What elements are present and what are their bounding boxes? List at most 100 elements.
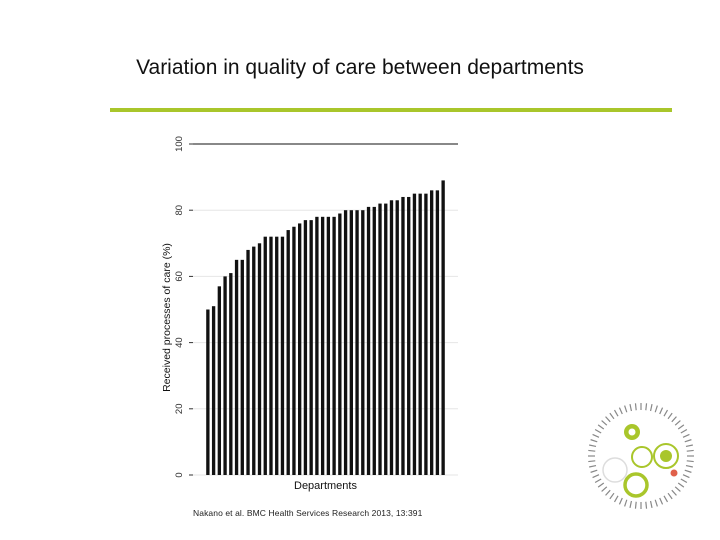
y-tick-label: 60 xyxy=(174,271,185,282)
bar xyxy=(246,249,250,475)
logo-tick xyxy=(589,464,597,468)
logo-tick xyxy=(634,501,637,509)
logo-tick xyxy=(592,433,600,438)
logo-tick xyxy=(654,499,658,507)
logo-tick xyxy=(609,492,615,500)
logo-tick xyxy=(605,489,611,496)
bar xyxy=(229,273,233,475)
logo-circle xyxy=(623,472,649,498)
logo-tick xyxy=(645,403,648,411)
gridlines xyxy=(193,143,458,476)
logo-tick xyxy=(594,478,602,484)
bar xyxy=(412,193,417,475)
bar xyxy=(441,180,445,475)
circles-logo-icon xyxy=(588,403,694,509)
bar xyxy=(240,259,244,475)
logo-circle xyxy=(602,457,628,483)
logo-tick xyxy=(624,405,628,413)
logo-circle xyxy=(653,443,679,469)
logo-tick xyxy=(649,500,653,508)
bar xyxy=(309,220,313,475)
bar xyxy=(315,216,319,475)
bar xyxy=(280,236,285,475)
logo-tick xyxy=(601,420,608,426)
y-tick-label: 80 xyxy=(174,205,185,216)
bar xyxy=(424,193,428,475)
title-underline xyxy=(110,108,672,112)
logo-tick xyxy=(624,499,628,507)
y-axis-label: Received processes of care (%) xyxy=(161,243,173,392)
bar xyxy=(384,203,388,475)
bar xyxy=(320,216,325,475)
logo-tick xyxy=(590,469,598,473)
logo-tick xyxy=(667,412,673,420)
bar xyxy=(303,220,308,475)
logo-tick xyxy=(613,409,619,417)
bar xyxy=(234,259,239,475)
logo-tick xyxy=(613,495,619,503)
logo-tick xyxy=(686,449,694,452)
logo-tick xyxy=(684,469,692,473)
y-tick-labels: 0 20 40 60 80 100 xyxy=(174,136,193,478)
logo-tick xyxy=(685,444,693,448)
bar xyxy=(217,286,222,475)
bar xyxy=(326,216,331,475)
logo-dot xyxy=(670,469,678,477)
logo-tick xyxy=(588,449,596,452)
logo-tick xyxy=(684,439,692,443)
logo-tick xyxy=(667,492,673,500)
logo-circle xyxy=(628,428,636,436)
bar xyxy=(378,203,382,475)
logo-tick xyxy=(645,501,648,509)
citation: Nakano et al. BMC Health Services Resear… xyxy=(193,508,423,518)
bar xyxy=(401,196,405,475)
bar xyxy=(286,230,290,475)
logo-tick xyxy=(682,474,690,479)
bar xyxy=(366,206,371,475)
bars xyxy=(206,180,445,475)
bar xyxy=(275,236,279,475)
logo-tick xyxy=(588,460,596,463)
logo-tick xyxy=(671,416,677,423)
logo-circle xyxy=(660,450,672,462)
bar xyxy=(435,190,440,475)
logo-tick xyxy=(629,500,633,508)
logo-tick xyxy=(659,497,664,505)
bar xyxy=(292,226,296,475)
logo-circle xyxy=(631,446,653,468)
slide-title: Variation in quality of care between dep… xyxy=(136,56,584,79)
logo-tick xyxy=(686,460,694,463)
logo-tick xyxy=(671,489,677,496)
logo-tick xyxy=(634,403,637,411)
logo-tick xyxy=(685,464,693,468)
bar xyxy=(407,196,411,475)
bar xyxy=(252,246,256,475)
logo-tick xyxy=(663,409,669,417)
y-tick-label: 40 xyxy=(174,337,185,348)
logo-tick xyxy=(597,424,605,430)
bar xyxy=(211,306,216,475)
bar-chart: 0 20 40 60 80 100 Received processes of care … xyxy=(161,136,458,492)
bar xyxy=(355,210,359,475)
y-tick-label: 20 xyxy=(174,404,185,415)
logo-tick xyxy=(589,444,597,448)
logo-tick xyxy=(592,474,600,479)
bar xyxy=(257,243,262,475)
logo-tick xyxy=(605,416,611,423)
bar xyxy=(206,309,210,475)
logo-tick xyxy=(629,404,633,412)
y-tick-label: 0 xyxy=(174,472,185,477)
logo-tick xyxy=(674,486,681,492)
bar xyxy=(349,210,353,475)
bar xyxy=(343,210,348,475)
logo-tick xyxy=(677,424,685,430)
bar xyxy=(298,223,302,475)
bar xyxy=(372,206,376,475)
logo-tick xyxy=(618,497,623,505)
logo-tick xyxy=(649,404,653,412)
logo-tick xyxy=(590,439,598,443)
bar xyxy=(223,276,227,475)
logo-tick xyxy=(618,407,623,415)
logo-tick xyxy=(609,412,615,420)
logo-tick xyxy=(680,428,688,434)
